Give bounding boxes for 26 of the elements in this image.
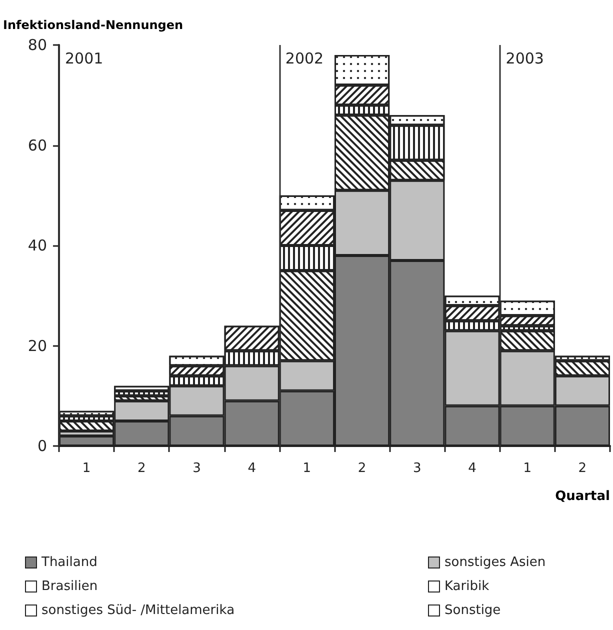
x-tick-label: 4: [468, 461, 476, 476]
legend-label: sonstiges Asien: [444, 555, 546, 570]
y-tick-label: 20: [28, 336, 47, 355]
legend-label: Sonstige: [444, 603, 501, 618]
y-tick-label: 0: [37, 437, 47, 455]
annotation: 2002: [285, 50, 324, 68]
x-tick-label: 2: [578, 461, 587, 476]
x-tick-label: 2: [138, 461, 146, 476]
y-tick-label: 80: [28, 36, 47, 54]
x-tick-label: 1: [523, 461, 532, 476]
y-axis-title: Infektionsland-Nennungen: [3, 18, 184, 32]
legend-label: Brasilien: [42, 579, 98, 594]
annotation: 2003: [506, 50, 544, 68]
x-tick-label: 3: [192, 461, 201, 476]
x-tick-label: 3: [413, 461, 422, 476]
x-tick-label: 1: [82, 461, 91, 476]
x-axis-title: Quartal: [555, 489, 610, 504]
x-tick-label: 4: [248, 461, 256, 476]
legend-label: Karibik: [444, 579, 490, 594]
legend-label: Thailand: [40, 555, 98, 570]
x-tick-label: 1: [302, 461, 312, 476]
y-tick-label: 40: [28, 236, 47, 254]
y-tick-label: 60: [28, 136, 47, 154]
annotation: 2001: [65, 50, 104, 68]
x-tick-label: 2: [358, 461, 366, 476]
legend-label: sonstiges Süd- /Mittelamerika: [42, 603, 235, 618]
